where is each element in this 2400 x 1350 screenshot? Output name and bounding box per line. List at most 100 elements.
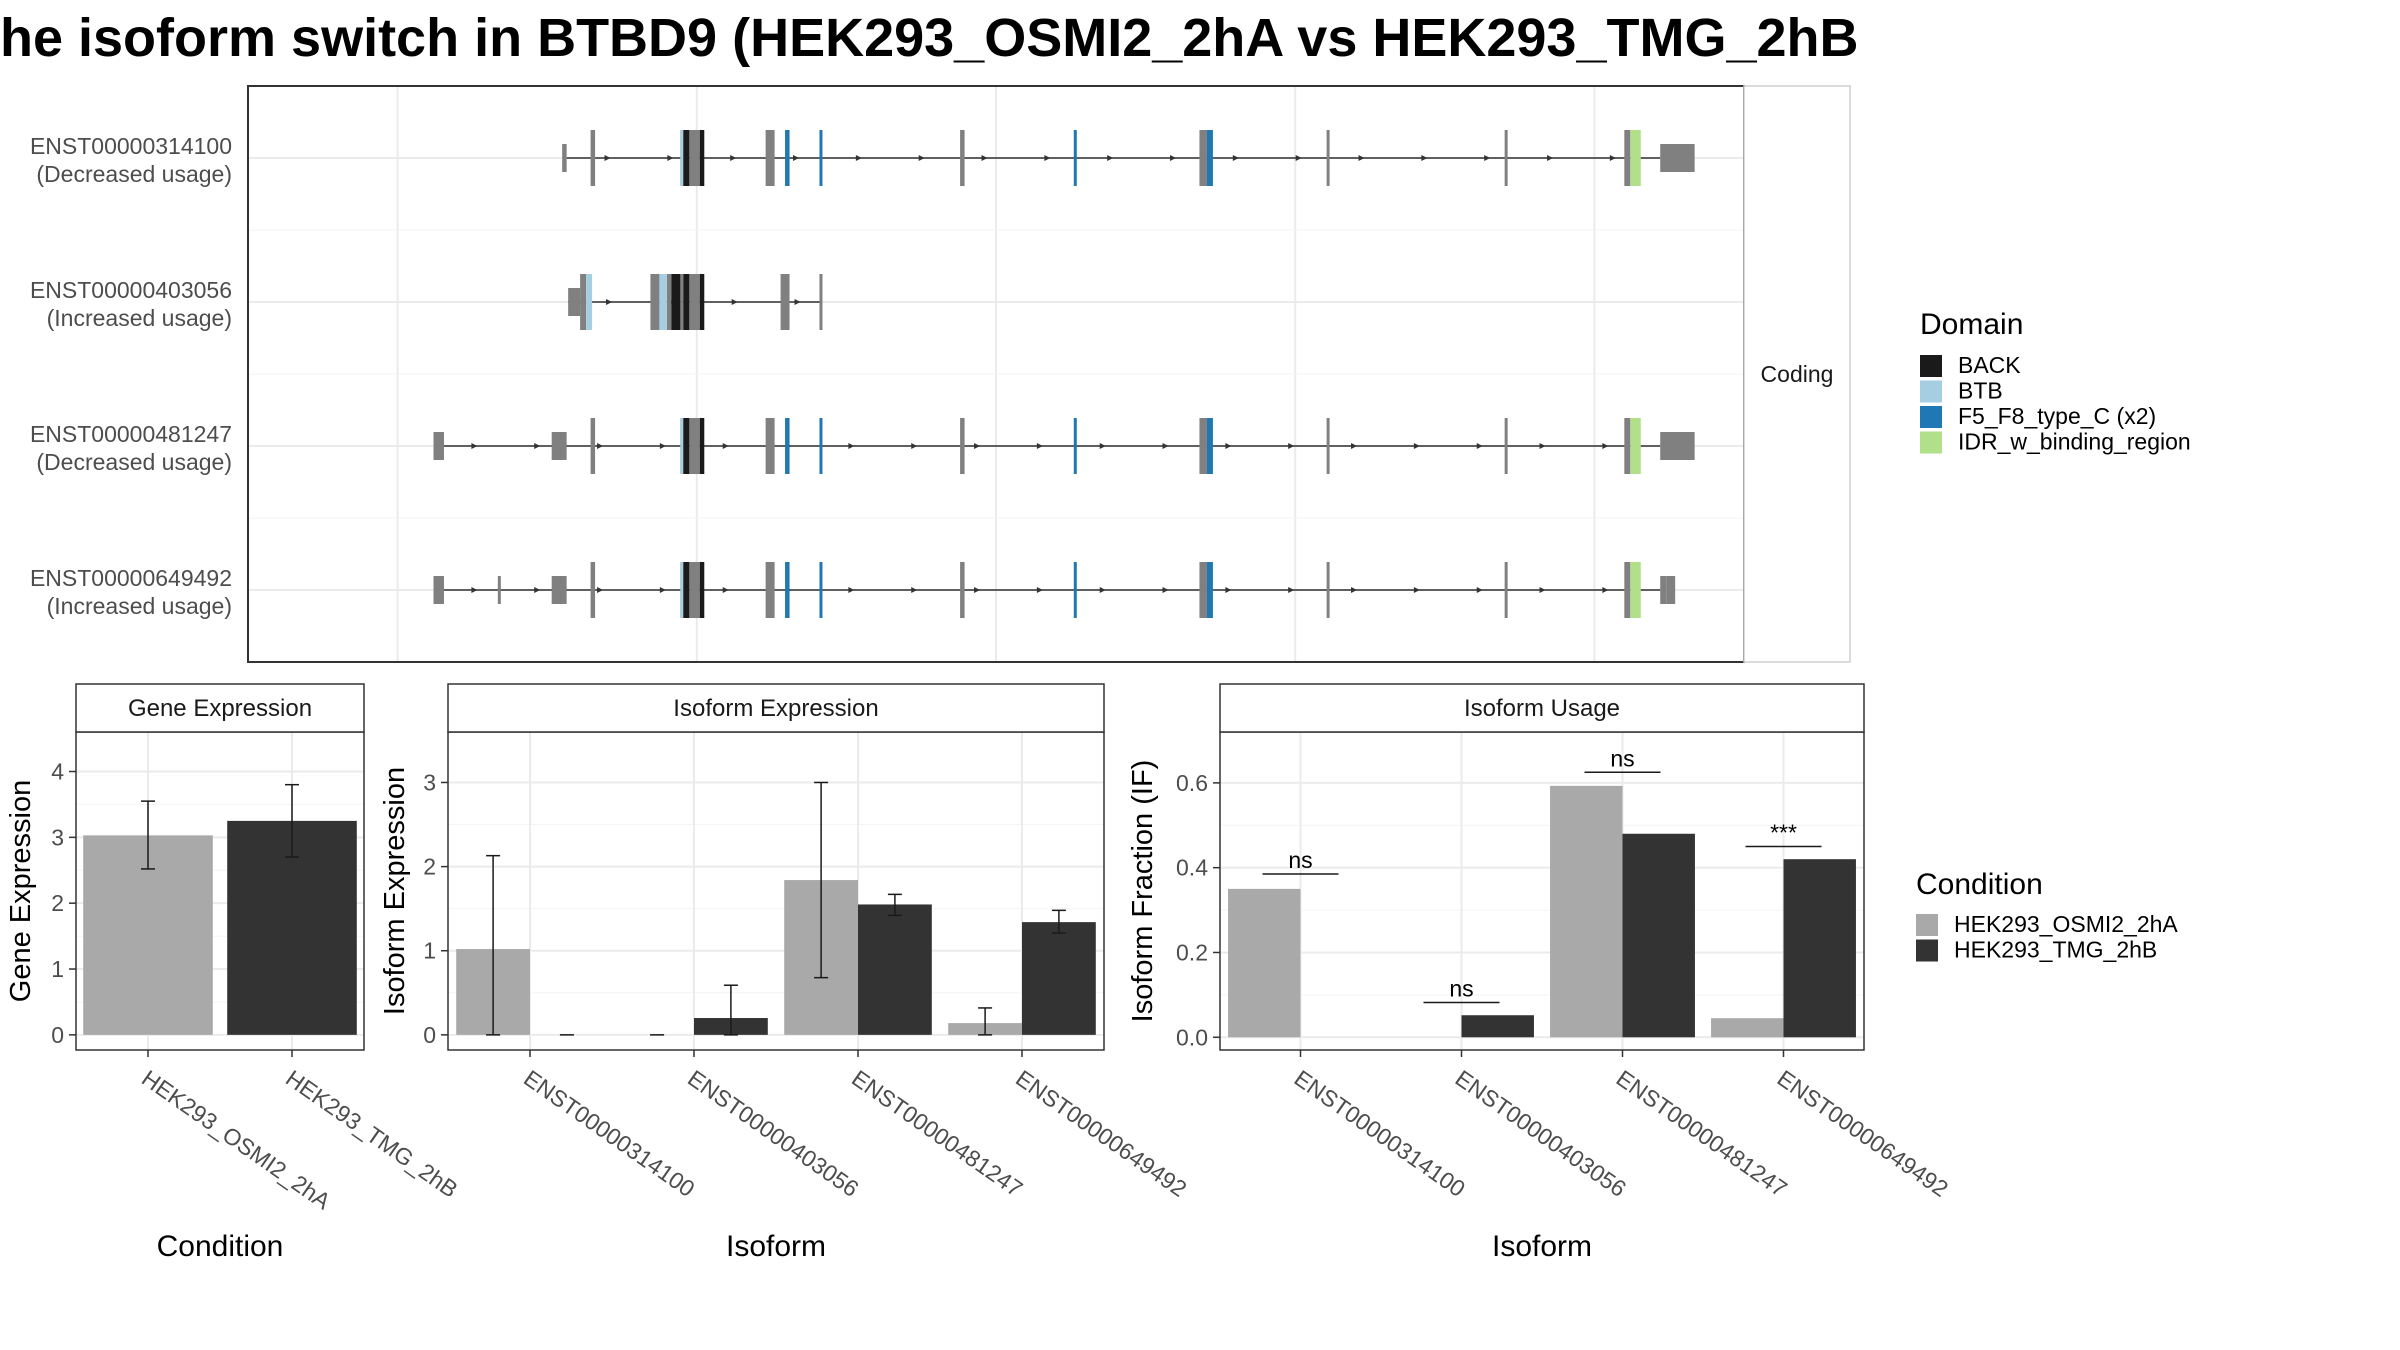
- y-tick-label: 0.6: [1176, 770, 1208, 796]
- domain-legend-label: F5_F8_type_C (x2): [1958, 403, 2156, 429]
- domain-block: [1206, 418, 1213, 474]
- domain-block: [819, 562, 823, 618]
- x-tick-label: ENST00000314100: [1290, 1065, 1470, 1202]
- domain-block: [699, 274, 705, 330]
- exon-block: [590, 418, 596, 474]
- utr-block: [1666, 576, 1676, 604]
- bar: [1550, 785, 1623, 1038]
- intron-arrow: [597, 587, 604, 593]
- domain-block: [785, 562, 790, 618]
- bar: [1461, 1015, 1534, 1038]
- exon-block: [1504, 418, 1508, 474]
- exon-block: [590, 130, 596, 186]
- y-tick-label: 2: [423, 854, 436, 880]
- exon-block: [1326, 130, 1330, 186]
- utr-block: [551, 576, 567, 604]
- y-tick-label: 0: [51, 1022, 64, 1048]
- domain-block: [1073, 130, 1077, 186]
- domain-block: [659, 274, 667, 330]
- transcript-usage-label: (Increased usage): [47, 593, 232, 619]
- exon-block: [765, 562, 775, 618]
- coding-strip: [1743, 85, 1851, 663]
- x-axis-title: Isoform: [726, 1230, 826, 1263]
- panel-strip: [447, 683, 1105, 733]
- significance-label: ***: [1770, 819, 1797, 845]
- intron-arrow: [1539, 443, 1546, 449]
- domain-block: [680, 130, 684, 186]
- y-axis-title: Isoform Fraction (IF): [1127, 760, 1159, 1023]
- x-axis-title: Isoform: [1492, 1230, 1592, 1263]
- domain-legend-key: [1920, 431, 1942, 454]
- intron-arrow: [1351, 443, 1358, 449]
- intron-arrow: [1602, 443, 1609, 449]
- y-axis-title: Gene Expression: [5, 780, 37, 1002]
- domain-block: [680, 418, 684, 474]
- domain-block: [683, 562, 690, 618]
- x-tick-label: ENST00000481247: [1612, 1065, 1792, 1202]
- intron-arrow: [793, 155, 800, 161]
- exon-block: [650, 274, 660, 330]
- bar: [1783, 859, 1856, 1038]
- intron-arrow: [1162, 443, 1169, 449]
- domain-legend-title: Domain: [1920, 308, 2023, 341]
- intron-arrow: [471, 443, 478, 449]
- intron-arrow: [1107, 155, 1114, 161]
- transcript-usage-label: (Increased usage): [47, 305, 232, 331]
- intron-arrow: [722, 443, 729, 449]
- transcript-structure-panel: ENST00000314100(Decreased usage)ENST0000…: [30, 85, 1851, 663]
- intron-arrow: [1295, 155, 1302, 161]
- plot-background: [1220, 732, 1864, 1050]
- figure-title: he isoform switch in BTBD9 (HEK293_OSMI2…: [0, 8, 1859, 68]
- condition-legend-title: Condition: [1916, 868, 2043, 901]
- intron-arrow: [1225, 443, 1232, 449]
- intron-arrow: [918, 155, 925, 161]
- intron-arrow: [1413, 443, 1420, 449]
- exon-block: [960, 418, 965, 474]
- intron-arrow: [1609, 155, 1616, 161]
- intron-arrow: [1232, 155, 1239, 161]
- exon-block: [1504, 130, 1508, 186]
- panel-title: Isoform Expression: [673, 695, 878, 722]
- intron-arrow: [848, 443, 855, 449]
- intron-arrow: [1539, 587, 1546, 593]
- intron-arrow: [1170, 155, 1177, 161]
- exon-block: [689, 562, 700, 618]
- intron-arrow: [1288, 443, 1295, 449]
- intron-arrow: [722, 587, 729, 593]
- panel-title: Isoform Usage: [1464, 695, 1620, 722]
- y-tick-label: 0.4: [1176, 855, 1208, 881]
- intron-arrow: [848, 587, 855, 593]
- domain-block: [1630, 562, 1641, 618]
- transcript-id-label: ENST00000403056: [30, 277, 232, 303]
- exon-block: [1624, 130, 1631, 186]
- utr-block: [568, 288, 581, 316]
- domain-legend-key: [1920, 380, 1942, 403]
- intron-arrow: [974, 587, 981, 593]
- intron-arrow: [1413, 587, 1420, 593]
- exon-block: [960, 562, 965, 618]
- exon-block: [689, 418, 700, 474]
- domain-block: [1073, 418, 1077, 474]
- exon-block: [1326, 562, 1330, 618]
- domain-legend-label: BACK: [1958, 352, 2021, 378]
- significance-label: ns: [1449, 976, 1473, 1002]
- x-tick-label: ENST00000314100: [519, 1065, 699, 1202]
- exon-block: [780, 274, 790, 330]
- domain-block: [699, 418, 705, 474]
- domain-block: [785, 130, 790, 186]
- domain-block: [819, 130, 823, 186]
- x-tick-label: ENST00000649492: [1011, 1065, 1191, 1202]
- significance-label: ns: [1610, 745, 1634, 771]
- intron-arrow: [1099, 587, 1106, 593]
- exon-block: [960, 130, 965, 186]
- y-tick-label: 3: [423, 769, 436, 795]
- y-axis-title: Isoform Expression: [379, 767, 411, 1015]
- intron-arrow: [604, 155, 611, 161]
- domain-block: [680, 562, 684, 618]
- intron-arrow: [659, 443, 666, 449]
- domain-block: [1630, 418, 1641, 474]
- coding-strip-label: Coding: [1761, 361, 1834, 387]
- condition-legend-key: [1916, 914, 1938, 936]
- condition-legend-label: HEK293_TMG_2hB: [1954, 937, 2157, 963]
